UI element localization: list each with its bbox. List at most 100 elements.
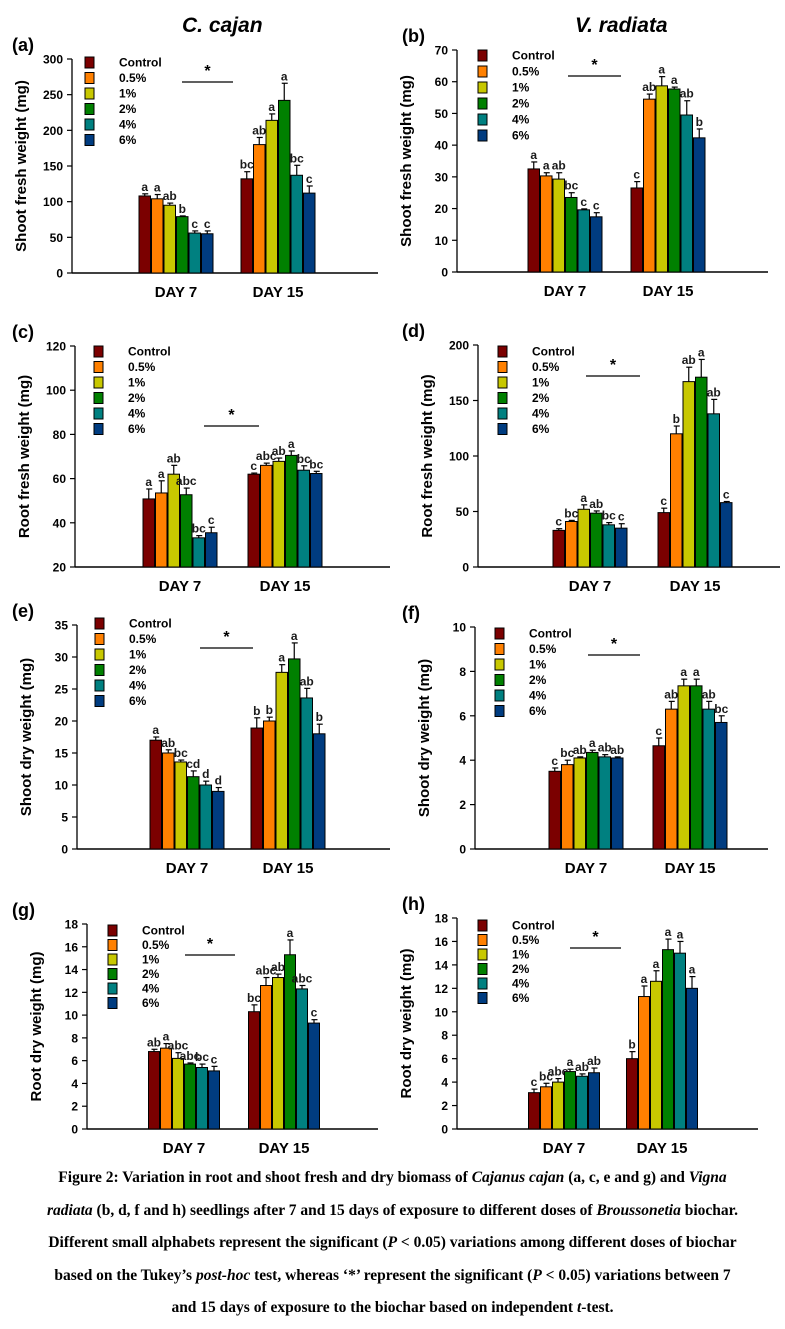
bar [715,721,728,850]
significance-letter: ab [167,451,181,465]
bar [212,790,225,850]
bar [527,168,540,273]
bar [564,1071,576,1130]
y-axis-label: Shoot fresh weight (mg) [13,80,30,252]
significance-letter: bc [290,151,304,165]
bar [590,216,603,273]
significance-letter: bc [564,506,578,520]
legend-swatch [94,664,105,676]
bar [588,1072,600,1130]
legend-label: 2% [142,967,160,981]
y-tick-label: 70 [435,44,449,58]
significance-letter: ab [587,1054,601,1068]
x-category-label: DAY 15 [253,284,304,301]
legend-label: Control [529,627,572,641]
legend-swatch [94,648,105,661]
y-tick-label: 50 [50,231,64,245]
caption-text: (a, c, e and g) and [564,1169,689,1186]
x-category-label: DAY 15 [259,1140,310,1157]
caption-text: Different small alphabets represent the … [48,1234,388,1251]
significance-letter: abc [256,449,277,463]
caption-italic-text: Vigna [688,1169,727,1186]
bar [577,209,590,273]
bar [296,988,308,1130]
bar [540,175,553,273]
species-title-right: V. radiata [575,14,668,37]
bar [148,1051,160,1130]
significance-letter: c [580,195,587,209]
legend-swatch [84,134,95,146]
y-tick-label: 0 [459,843,466,857]
x-category-label: DAY 15 [263,860,314,877]
significance-letter: abc [180,1049,201,1063]
bar [548,770,561,850]
significance-letter: a [641,972,648,986]
bar [208,1070,220,1130]
legend-label: 0.5% [119,71,147,85]
legend-swatch [94,617,105,630]
legend-swatch [107,968,118,980]
caption-italic-text: Broussonetia [596,1201,681,1219]
bar [586,751,599,850]
legend-swatch [93,376,104,389]
bar [172,1057,184,1130]
significance-letter: d [202,767,209,781]
significance-letter: bc [564,179,578,193]
legend-swatch [477,129,488,142]
significance-asterisk: * [591,57,598,74]
y-axis-label: Shoot dry weight (mg) [416,659,433,817]
significance-letter: ab [707,385,721,399]
bar [695,376,708,568]
caption-italic-text: t [576,1299,582,1316]
y-axis-label: Root dry weight (mg) [28,952,45,1102]
significance-letter: a [665,925,672,939]
legend-label: Control [119,56,162,70]
y-tick-label: 0 [441,266,448,280]
bar [265,119,278,274]
chart-panel-e: (e) Shoot dry weight (mg) 0 5 10 15 20 25 30 35 DA… [12,601,390,877]
legend-swatch [497,345,508,358]
significance-letter: abc [256,964,277,978]
bar [310,473,323,568]
bar [674,952,686,1130]
bar [248,1011,260,1130]
legend-label: 2% [512,962,530,976]
legend-swatch [477,948,488,961]
significance-letter: ab [161,736,175,750]
bar [552,178,565,273]
significance-letter: ab [642,80,656,94]
caption-text: and 15 days of exposure to the biochar b… [171,1299,577,1316]
significance-letter: bc [602,509,616,523]
significance-letter: a [580,491,587,505]
y-tick-label: 4 [441,1076,448,1090]
bar [201,233,214,274]
legend-swatch [477,919,488,932]
significance-letter: a [567,1055,574,1069]
significance-letter: c [311,1006,318,1020]
bar [205,532,218,568]
significance-letter: a [689,963,696,977]
significance-letter: c [618,510,625,524]
caption-text: based on the Tukey’s [54,1266,196,1284]
y-tick-label: 0 [462,561,469,575]
legend-swatch [494,674,505,686]
y-tick-label: 10 [435,234,449,248]
panel-label: (b) [402,26,425,46]
significance-letter: a [543,159,550,173]
x-category-label: DAY 7 [565,860,608,877]
significance-asterisk: * [204,63,211,80]
caption-line: and 15 days of exposure to the biochar b… [0,1292,785,1325]
legend-swatch [497,376,508,389]
x-category-label: DAY 15 [637,1140,688,1157]
bar [528,1092,540,1130]
significance-letter: a [653,957,660,971]
bar [655,85,668,273]
significance-letter: d [215,774,222,788]
bar [552,529,565,568]
bar [670,433,683,568]
legend-label: 2% [512,97,530,111]
caption-text: Figure 2: Variation in root and shoot fr… [58,1169,472,1186]
figure-canvas: (a)Shoot fresh weight (mg)05010015020025… [12,26,780,1157]
y-tick-label: 14 [65,963,79,977]
legend-label: 6% [128,422,146,436]
